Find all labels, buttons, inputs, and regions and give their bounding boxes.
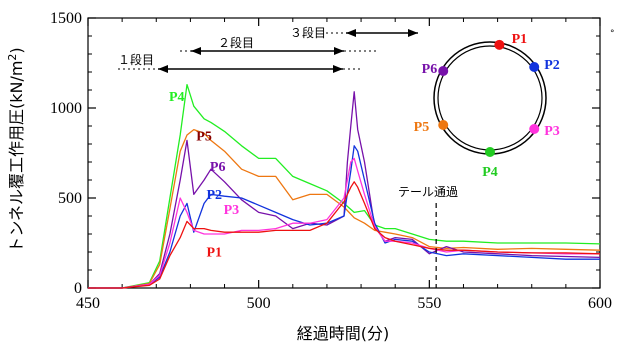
- ring-label-p5: P5: [414, 120, 430, 135]
- ring-label-p2: P2: [544, 58, 560, 73]
- x-ticks: 450 500 550 600: [76, 18, 612, 312]
- stage2-label: ２段目: [218, 35, 254, 50]
- stage2-arrowhead-right: [334, 47, 344, 55]
- series-line-p5: [88, 128, 601, 289]
- ring-point-p1: [494, 39, 505, 50]
- stage3-arrowhead-right: [408, 29, 418, 37]
- stage3-label: ３段目: [290, 25, 326, 40]
- y-ticks: 0 500 1000 1500: [50, 10, 600, 297]
- series-line-p4: [88, 83, 601, 289]
- stage1-arrowhead-left: [158, 65, 168, 73]
- y-axis-title-unit: (kN/m: [7, 61, 26, 109]
- plot-frame: [87, 17, 601, 289]
- x-tick-label: 500: [247, 295, 271, 312]
- stage1-label: １段目: [118, 52, 154, 67]
- series-label-p6: P6: [210, 160, 226, 175]
- x-tick-label: 600: [588, 295, 612, 312]
- series-label-p3: P3: [224, 203, 240, 218]
- series-line-p3: [88, 157, 600, 289]
- ring-point-p6: [438, 66, 449, 76]
- stage2-arrowhead-left: [191, 47, 201, 55]
- ring-point-p4: [485, 147, 495, 157]
- y-axis-title-main: トンネル覆工作用圧: [7, 109, 26, 253]
- ring-label-p1: P1: [512, 32, 528, 47]
- ring-point-p3: [529, 123, 540, 134]
- x-tick-label: 550: [417, 295, 441, 312]
- ring-point-p5: [438, 120, 449, 130]
- ring-outer: [433, 41, 547, 155]
- stage-annotations: １段目 ２段目 ３段目 テール通過: [118, 25, 458, 288]
- series-line-p1: [88, 181, 601, 289]
- ring-point-p2: [529, 62, 540, 73]
- series-label-p2: P2: [207, 188, 223, 203]
- y-tick-label: 0: [74, 280, 82, 297]
- series-label-p5: P5: [196, 129, 212, 144]
- tail-pass-label: テール通過: [398, 185, 458, 199]
- series-label-p4: P4: [169, 90, 185, 105]
- y-tick-label: 1500: [50, 10, 82, 27]
- y-axis-title: トンネル覆工作用圧(kN/m2): [6, 47, 26, 252]
- stage3-arrowhead-left: [346, 29, 356, 37]
- y-tick-label: 1000: [50, 100, 82, 117]
- y-axis-title-sup: 2: [6, 54, 19, 61]
- ring-label-p4: P4: [482, 165, 498, 180]
- x-tick-label: 450: [76, 295, 100, 312]
- y-axis-title-close: ): [7, 47, 26, 53]
- series-layer: [88, 83, 601, 289]
- x-axis-title: 経過時間(分): [297, 324, 390, 343]
- y-tick-label: 500: [58, 190, 82, 207]
- stage1-arrowhead-right: [333, 65, 343, 73]
- ring-label-p6: P6: [422, 62, 438, 77]
- ring-label-p3: P3: [544, 124, 560, 139]
- series-label-p1: P1: [207, 246, 223, 261]
- ring-points: P1 P2 P3 P4 P5 P6: [414, 32, 560, 180]
- ring-diagram: P1 P2 P3 P4 P5 P6: [414, 32, 560, 180]
- stray-mark: °: [610, 29, 615, 39]
- ring-inner: [437, 45, 543, 151]
